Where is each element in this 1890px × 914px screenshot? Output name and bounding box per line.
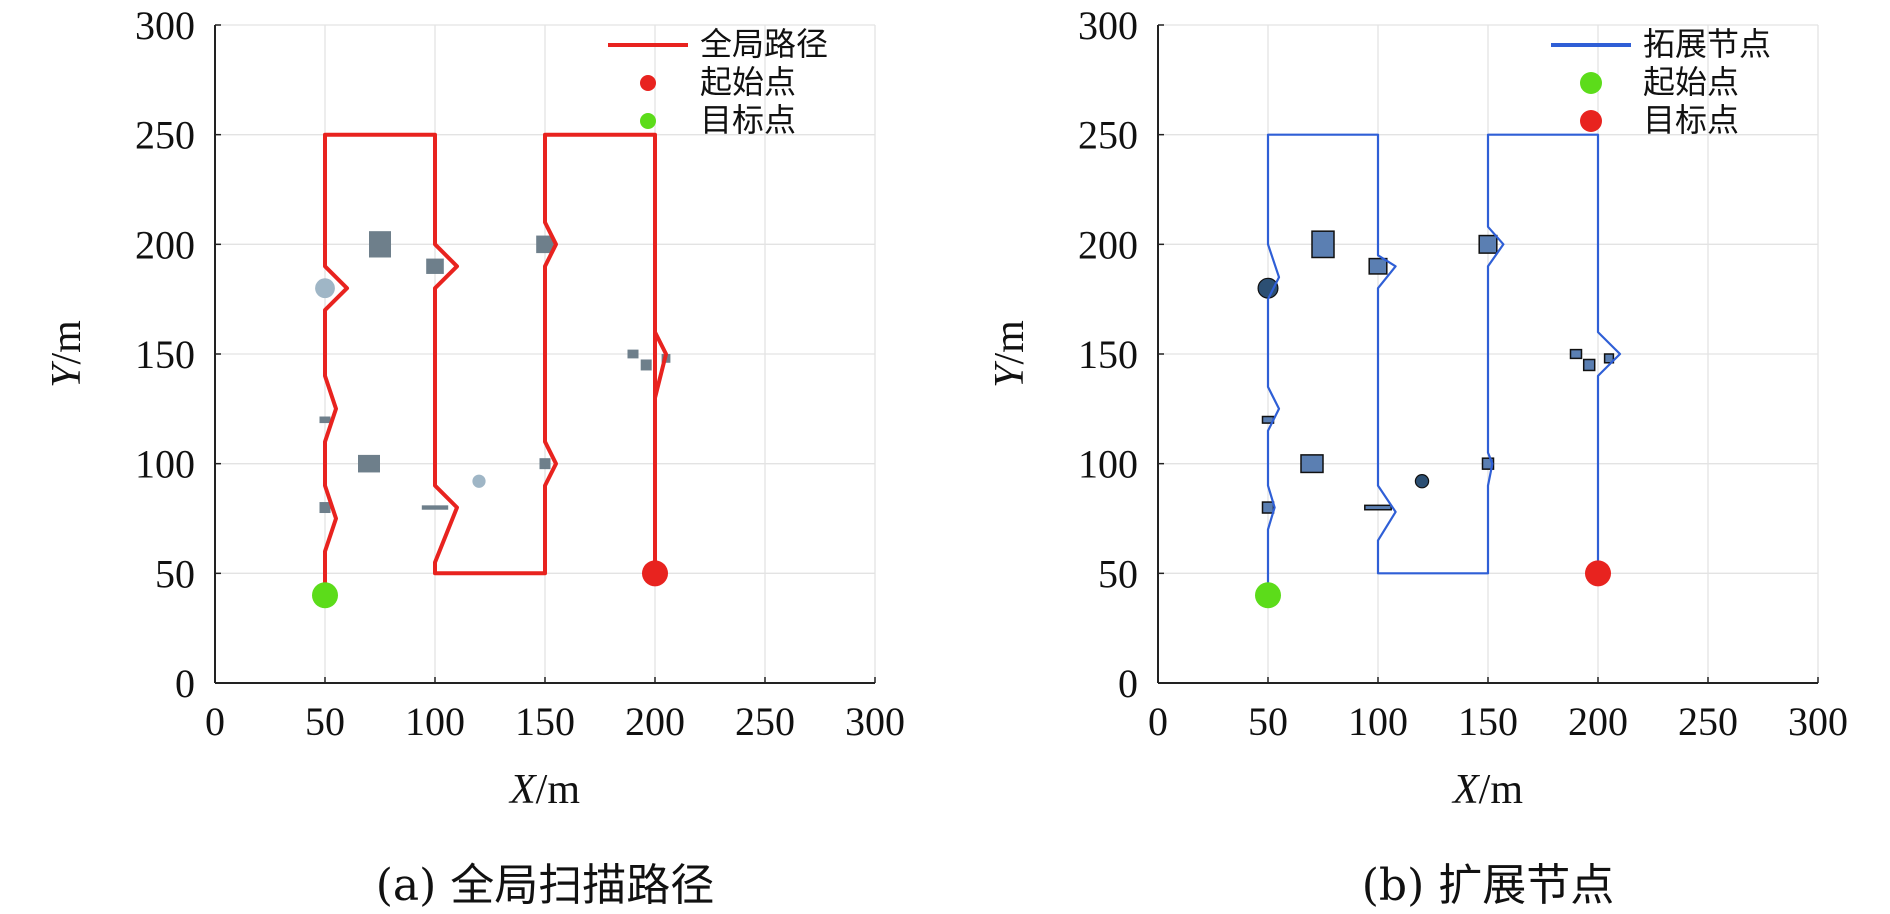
- goal-point-marker: [1585, 560, 1611, 587]
- obstacle: [369, 231, 391, 258]
- x-tick-label: 100: [405, 699, 465, 744]
- x-axis-label: X/m: [1451, 767, 1523, 813]
- x-tick-label: 150: [515, 699, 575, 744]
- panel-caption: (a) 全局扫描路径: [376, 860, 715, 911]
- obstacle: [1603, 353, 1615, 364]
- y-axis-label: Y/m: [44, 320, 90, 388]
- obstacle: [539, 458, 551, 470]
- y-tick-label: 150: [135, 332, 195, 377]
- expansion-nodes-line: [1266, 133, 1622, 597]
- y-tick-label: 0: [1118, 661, 1138, 706]
- obstacle: [1261, 501, 1275, 514]
- legend-point-swatch: [1580, 72, 1602, 94]
- legend-label: 目标点: [1643, 101, 1739, 139]
- x-tick-label: 250: [735, 699, 795, 744]
- y-tick-label: 250: [1078, 113, 1138, 158]
- obstacle: [1300, 454, 1324, 474]
- obstacle: [1311, 230, 1335, 259]
- obstacle: [627, 349, 639, 359]
- x-tick-label: 50: [305, 699, 345, 744]
- y-tick-label: 200: [135, 222, 195, 267]
- start-point-marker: [1255, 582, 1281, 609]
- obstacle: [1478, 234, 1498, 254]
- x-tick-label: 200: [625, 699, 685, 744]
- obstacle: [315, 278, 335, 299]
- y-tick-label: 250: [135, 113, 195, 158]
- x-tick-label: 200: [1568, 699, 1628, 744]
- obstacle: [319, 502, 331, 514]
- obstacle: [319, 416, 331, 424]
- x-tick-label: 150: [1458, 699, 1518, 744]
- global-path-line: [323, 132, 668, 598]
- y-tick-label: 200: [1078, 222, 1138, 267]
- x-tick-label: 0: [1148, 699, 1168, 744]
- x-tick-label: 100: [1348, 699, 1408, 744]
- legend-label: 全局路径: [700, 25, 828, 63]
- legend-point-swatch: [640, 113, 656, 129]
- obstacle: [421, 505, 449, 510]
- panel-caption: (b) 扩展节点: [1362, 860, 1614, 911]
- x-tick-label: 300: [845, 699, 905, 744]
- legend-point-swatch: [640, 75, 656, 91]
- x-tick-label: 300: [1788, 699, 1848, 744]
- obstacle: [1368, 257, 1388, 275]
- y-tick-label: 50: [1098, 551, 1138, 596]
- start-point-marker: [642, 560, 668, 587]
- obstacle: [536, 235, 554, 254]
- legend-label: 起始点: [1643, 63, 1739, 101]
- obstacle: [358, 454, 380, 473]
- y-axis-label: Y/m: [987, 320, 1033, 388]
- legend-point-swatch: [1580, 110, 1602, 132]
- y-tick-label: 0: [175, 661, 195, 706]
- y-tick-label: 300: [1078, 3, 1138, 48]
- obstacle: [1364, 504, 1392, 511]
- goal-point-marker: [312, 582, 338, 609]
- obstacle: [472, 474, 486, 488]
- y-tick-label: 100: [135, 442, 195, 487]
- obstacle: [1481, 457, 1495, 470]
- y-tick-label: 50: [155, 551, 195, 596]
- obstacle: [1414, 474, 1430, 489]
- x-axis-label: X/m: [508, 767, 580, 813]
- chart-panel-b: 0 50 100 150 200 250 300 0 50 100 150 200 250 300 X/m Y…: [987, 3, 1848, 911]
- legend-label: 拓展节点: [1643, 25, 1771, 63]
- legend-label: 目标点: [700, 101, 796, 139]
- y-tick-label: 100: [1078, 442, 1138, 487]
- obstacle: [426, 258, 444, 274]
- chart-panel-a: 0 50 100 150 200 250 300 0 50 100 150 200 250 300 X/m Y…: [44, 3, 905, 911]
- y-tick-label: 300: [135, 3, 195, 48]
- legend-label: 起始点: [700, 63, 796, 101]
- obstacle: [640, 359, 652, 371]
- x-tick-label: 0: [205, 699, 225, 744]
- y-tick-label: 150: [1078, 332, 1138, 377]
- obstacle: [1582, 358, 1596, 372]
- x-tick-label: 250: [1678, 699, 1738, 744]
- obstacle: [1569, 348, 1583, 360]
- x-tick-label: 50: [1248, 699, 1288, 744]
- obstacle: [1257, 277, 1279, 299]
